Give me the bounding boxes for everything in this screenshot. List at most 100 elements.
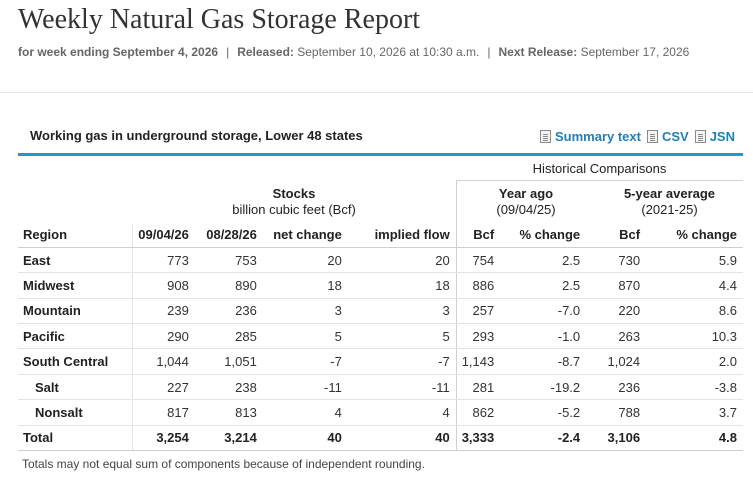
value-cell: -7 [347,348,456,375]
value-cell: -8.7 [500,348,587,375]
value-cell: 290 [131,323,195,350]
value-cell: 18 [347,272,456,299]
value-cell: 5 [262,323,348,350]
region-cell: South Central [18,348,132,375]
value-cell: 5 [347,323,456,350]
value-cell: 3,333 [455,425,501,452]
value-cell: -7 [262,348,348,375]
download-links: Summary text CSV JSN [539,129,735,144]
value-cell: 257 [455,298,501,325]
table-caption: Working gas in underground storage, Lowe… [30,128,363,143]
value-cell: 227 [131,374,195,401]
released-label: Released: [237,45,294,59]
value-cell: 4 [262,399,348,426]
column-header: % change [500,222,587,248]
table-row: East 773 753 20 20 754 2.5 730 5.9 [18,247,743,274]
table-row: Salt 227 238 -11 -11 281 -19.2 236 -3.8 [18,374,743,401]
value-cell: 2.5 [500,247,587,274]
value-cell: 773 [131,247,195,274]
value-cell: 8.6 [646,298,743,325]
value-cell: 730 [586,247,647,274]
column-header: Bcf [586,222,647,248]
value-cell: 4.8 [646,425,743,452]
value-cell: 3.7 [646,399,743,426]
value-cell: 4 [347,399,456,426]
value-cell: 870 [586,272,647,299]
value-cell: 18 [262,272,348,299]
summary-text-label: Summary text [554,129,641,144]
page-title: Weekly Natural Gas Storage Report [18,4,421,35]
value-cell: 2.0 [646,348,743,375]
region-cell: Mountain [18,298,132,325]
csv-link[interactable]: CSV [646,129,689,144]
footnote: Totals may not equal sum of components b… [22,457,425,471]
five-year-range: (2021-25) [641,202,698,217]
value-cell: 817 [131,399,195,426]
value-cell: 238 [194,374,263,401]
column-header: 08/28/26 [194,222,263,248]
week-ending: for week ending September 4, 2026 [18,45,219,59]
region-cell: Total [18,425,132,452]
value-cell: 813 [194,399,263,426]
value-cell: 4.4 [646,272,743,299]
table-row: Pacific 290 285 5 5 293 -1.0 263 10.3 [18,323,743,350]
stocks-header: Stocks billion cubic feet (Bcf) [132,186,456,218]
value-cell: 1,051 [194,348,263,375]
section-divider [0,92,753,93]
value-cell: 239 [131,298,195,325]
table-row: South Central 1,044 1,051 -7 -7 1,143 -8.7 1,02… [18,348,743,375]
value-cell: -11 [262,374,348,401]
table-top-rule [18,153,743,156]
value-cell: 40 [347,425,456,452]
stocks-unit: billion cubic feet (Bcf) [232,202,356,217]
json-link[interactable]: JSN [694,129,735,144]
document-icon [646,130,658,143]
column-header: % change [646,222,743,248]
value-cell: -7.0 [500,298,587,325]
region-cell: Nonsalt [18,399,132,426]
value-cell: 3 [262,298,348,325]
total-row: Total 3,254 3,214 40 40 3,333 -2.4 3,106 4.8 [18,425,743,452]
value-cell: 890 [194,272,263,299]
document-icon [539,130,551,143]
year-ago-header: Year ago (09/04/25) [456,186,596,218]
value-cell: -1.0 [500,323,587,350]
value-cell: 3,254 [131,425,195,452]
value-cell: 862 [455,399,501,426]
value-cell: 908 [131,272,195,299]
table-body: East 773 753 20 20 754 2.5 730 5.9 Midwest 908 890 1… [18,247,743,452]
value-cell: 1,143 [455,348,501,375]
storage-table: Region 09/04/26 08/28/26 net change impl… [18,222,743,452]
value-cell: 10.3 [646,323,743,350]
released-value: September 10, 2026 at 10:30 a.m. [297,45,480,59]
value-cell: 220 [586,298,647,325]
value-cell: 1,024 [586,348,647,375]
csv-label: CSV [661,129,689,144]
report-meta: for week ending September 4, 2026 | Releas… [18,45,689,59]
value-cell: 20 [262,247,348,274]
value-cell: 3,106 [586,425,647,452]
value-cell: 40 [262,425,348,452]
historical-divider [456,180,743,181]
value-cell: -3.8 [646,374,743,401]
year-ago-date: (09/04/25) [496,202,556,217]
summary-text-link[interactable]: Summary text [539,129,641,144]
value-cell: 886 [455,272,501,299]
value-cell: 263 [586,323,647,350]
value-cell: -5.2 [500,399,587,426]
document-icon [694,130,706,143]
region-cell: Pacific [18,323,132,350]
meta-separator: | [487,45,491,59]
value-cell: -2.4 [500,425,587,452]
five-year-title: 5-year average [623,186,716,201]
column-header: Bcf [455,222,501,248]
meta-separator: | [226,45,230,59]
value-cell: 788 [586,399,647,426]
value-cell: 285 [194,323,263,350]
column-header: implied flow [347,222,456,248]
next-release-value: September 17, 2026 [580,45,690,59]
value-cell: -19.2 [500,374,587,401]
five-year-average-header: 5-year average (2021-25) [596,186,743,218]
column-header: net change [262,222,348,248]
stocks-title: Stocks [272,186,316,201]
